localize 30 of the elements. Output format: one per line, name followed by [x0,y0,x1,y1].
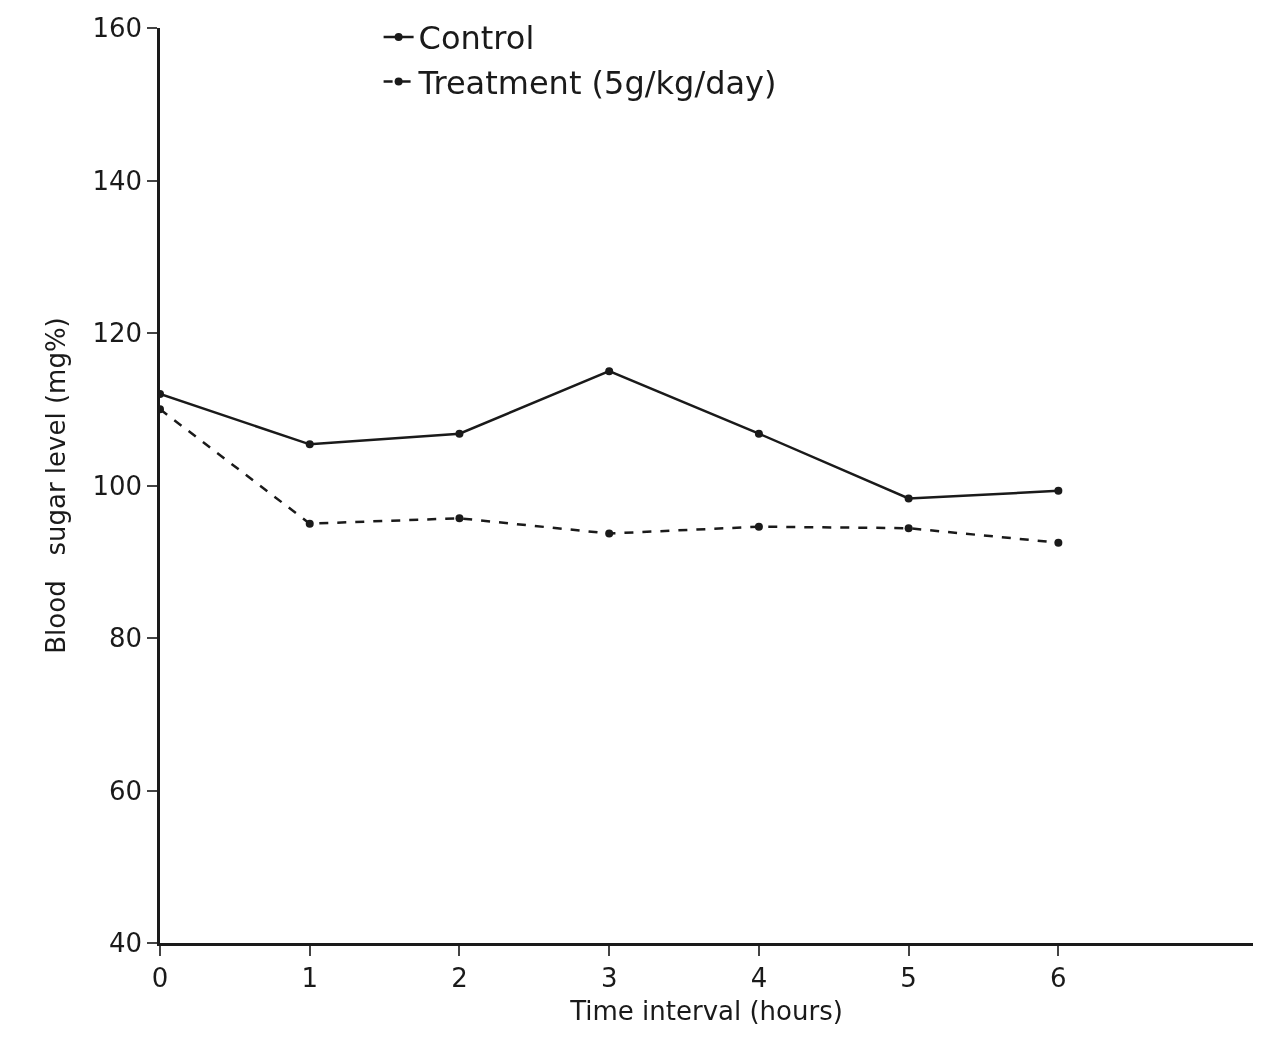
point [1054,486,1063,495]
x-tick-label: 0 [151,962,169,993]
x-tick-label: 3 [600,962,618,993]
point [754,522,763,531]
x-tick-label: 1 [301,962,318,993]
point [605,367,614,376]
y-tick-label: 100 [92,470,143,501]
y-tick-label: 60 [108,775,143,806]
y-axis-title: Blood sugar level (mg%) [40,317,71,654]
point [455,429,464,438]
y-tick-label: 140 [92,165,143,196]
x-tick-label: 2 [451,962,468,993]
x-tick-label: 6 [1050,962,1067,993]
point [754,429,763,438]
legend-label: Control [418,19,535,58]
y-tick-label: 120 [92,318,143,349]
x-tick-label: 5 [900,962,917,993]
y-tick-label: 160 [92,13,143,44]
x-axis-title: Time interval (hours) [569,995,843,1026]
y-tick-label: 80 [108,623,143,654]
x-tick-label: 4 [750,962,768,993]
y-tick-label: 40 [108,928,143,959]
point [904,524,913,533]
point [904,494,913,503]
point [605,529,614,538]
point [455,514,464,523]
legend-label: Treatment (5g/kg/day) [417,64,777,103]
point [305,440,314,449]
point [305,519,314,528]
point [1054,538,1063,547]
